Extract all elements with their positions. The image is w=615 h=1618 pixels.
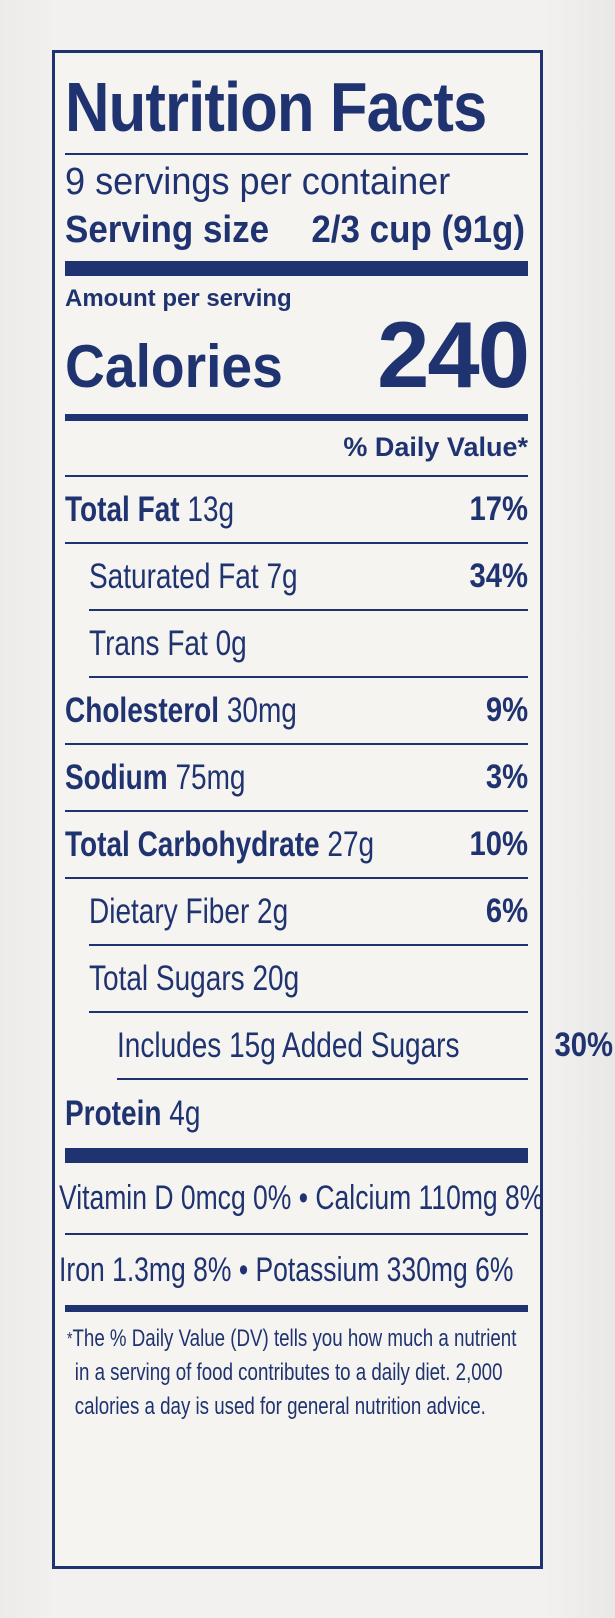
background-right [545, 0, 615, 1618]
nutrient-dv: 34% [469, 557, 528, 595]
nutrient-amount: 30mg [226, 690, 297, 730]
vitamins-row-2: Iron 1.3mg 8% • Potassium 330mg 6% [59, 1235, 528, 1305]
nutrition-facts-panel: Nutrition Facts 9 servings per container… [52, 50, 613, 1569]
nutrient-dv: 17% [469, 490, 528, 528]
nutrient-dv: 9% [485, 691, 528, 729]
nutrient-name: Cholesterol [65, 690, 220, 730]
serving-size-value: 2/3 cup (91g) [311, 209, 526, 251]
divider-medium [65, 414, 528, 421]
background-left [0, 0, 52, 1618]
nutrient-amount: 0g [215, 623, 247, 663]
nutrient-name: Dietary Fiber [89, 891, 250, 931]
nutrient-row-total-sugars: Total Sugars 20g [89, 946, 528, 1013]
nutrient-row-sodium: Sodium 75mg 3% [65, 745, 528, 812]
serving-size-label: Serving size [65, 209, 270, 251]
footnote: *The % Daily Value (DV) tells you how mu… [65, 1312, 528, 1424]
divider-medium [65, 1305, 528, 1312]
amount-per-serving: Amount per serving [65, 285, 292, 312]
vitamins-line-2: Iron 1.3mg 8% • Potassium 330mg 6% [59, 1250, 514, 1289]
divider [65, 1233, 528, 1235]
calories-value: 240 [377, 302, 530, 407]
footnote-line-1: The % Daily Value (DV) tells you how muc… [72, 1325, 517, 1352]
nutrient-row-protein: Protein 4g [65, 1080, 528, 1148]
divider [65, 475, 528, 477]
nutrient-dv: 6% [485, 892, 528, 930]
nutrient-amount: 7g [266, 556, 298, 596]
nutrient-row-total-fat: Total Fat 13g 17% [65, 477, 528, 544]
daily-value-header: % Daily Value* [343, 432, 528, 462]
nutrient-amount: 75mg [175, 757, 246, 797]
footnote-star: * [67, 1329, 73, 1349]
nutrient-row-cholesterol: Cholesterol 30mg 9% [65, 678, 528, 745]
footnote-line-2: in a serving of food contributes to a da… [74, 1359, 503, 1386]
nutrient-dv: 3% [485, 758, 528, 796]
calories-label: Calories [65, 333, 283, 400]
nutrient-row-total-carbohydrate: Total Carbohydrate 27g 10% [65, 812, 528, 879]
panel-title: Nutrition Facts [65, 68, 487, 146]
calories-row: Calories 240 [65, 302, 530, 414]
nutrient-row-trans-fat: Trans Fat 0g [89, 611, 528, 678]
nutrient-amount: 13g [187, 489, 235, 529]
nutrient-name: Sodium [65, 757, 168, 797]
nutrient-dv: 30% [554, 1026, 614, 1064]
nutrient-dv: 10% [469, 825, 528, 863]
servings-per-container: 9 servings per container [65, 161, 451, 203]
nutrient-name: Total Carbohydrate [65, 824, 320, 864]
nutrient-name: Trans Fat [89, 623, 208, 663]
nutrient-name: Total Sugars [89, 958, 245, 998]
nutrient-row-added-sugars: Includes 15g Added Sugars 30% [117, 1013, 613, 1080]
nutrient-amount: 20g [252, 958, 300, 998]
nutrient-row-saturated-fat: Saturated Fat 7g 34% [89, 544, 528, 611]
nutrient-name: Saturated Fat [89, 556, 259, 596]
vitamins-line-1: Vitamin D 0mcg 0% • Calcium 110mg 8% [59, 1178, 544, 1217]
serving-size-row: Serving size 2/3 cup (91g) [65, 205, 525, 261]
nutrient-name: Total Fat [65, 489, 180, 529]
divider [65, 153, 528, 155]
nutrient-amount: 2g [257, 891, 289, 931]
divider-thick [65, 261, 528, 276]
nutrient-row-dietary-fiber: Dietary Fiber 2g 6% [89, 879, 528, 946]
nutrient-amount: 27g [327, 824, 375, 864]
divider-thick [65, 1148, 528, 1163]
footnote-line-3: calories a day is used for general nutri… [74, 1393, 486, 1420]
nutrient-name: Includes 15g Added Sugars [117, 1025, 460, 1065]
nutrient-amount: 4g [169, 1094, 201, 1133]
vitamins-row-1: Vitamin D 0mcg 0% • Calcium 110mg 8% [59, 1163, 543, 1233]
nutrient-name: Protein [65, 1094, 162, 1133]
